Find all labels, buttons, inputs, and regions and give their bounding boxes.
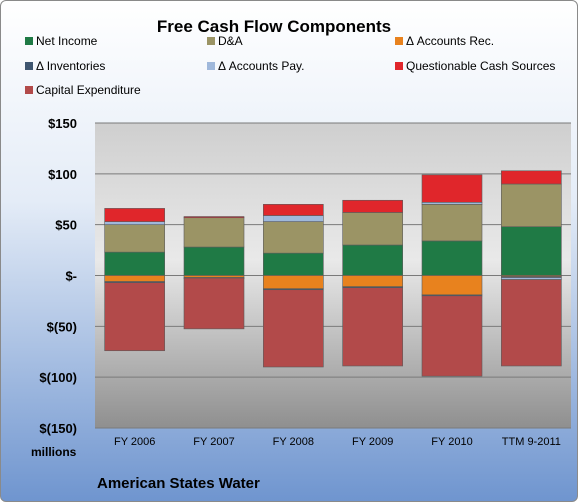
bar-capital-expenditure-fy-2010 [421,295,483,377]
bar-questionable-cash-sources-fy-2010 [421,174,483,203]
bar-questionable-cash-sources-ttm-9-2011 [501,170,562,185]
y-tick-label: $150 [48,116,77,131]
x-tick-label: FY 2010 [431,436,472,448]
x-tick-label: FY 2008 [273,436,314,448]
bar-delta-accounts-pay-fy-2006 [104,221,165,225]
bar-delta-accounts-pay-ttm-9-2011 [501,277,562,280]
bar-net-income-fy-2008 [263,252,324,276]
legend-label-d-a: D&A [218,34,243,48]
legend-label-delta-accounts-pay: Δ Accounts Pay. [218,59,305,73]
bar-d-a-ttm-9-2011 [501,183,562,228]
bar-delta-accounts-pay-fy-2008 [263,215,324,222]
bar-d-a-fy-2007 [183,217,245,248]
x-tick-label: TTM 9-2011 [502,436,561,448]
x-tick-label: FY 2007 [193,436,234,448]
bar-net-income-ttm-9-2011 [501,226,562,276]
y-tick-label: $50 [55,218,77,233]
chart-title: Free Cash Flow Components [157,17,391,36]
bar-capital-expenditure-fy-2007 [183,277,245,330]
x-axis: FY 2006 FY 2007 FY 2008 FY 2009 FY 2010 TTM 9… [114,436,561,448]
legend-label-capital-expenditure: Capital Expenditure [36,83,141,97]
legend-label-questionable-cash-sources: Questionable Cash Sources [406,59,555,73]
bar-stack-ttm-9-2011 [501,170,562,367]
bar-questionable-cash-sources-fy-2009 [342,199,403,213]
bar-capital-expenditure-ttm-9-2011 [501,279,562,367]
bar-questionable-cash-sources-fy-2006 [104,208,165,222]
bar-delta-accounts-rec-fy-2010 [421,275,483,296]
bar-stack-fy-2008 [263,204,324,368]
bar-d-a-fy-2010 [421,204,483,242]
bar-stack-fy-2007 [183,216,245,330]
unit-label: millions [31,445,77,459]
bar-net-income-fy-2010 [421,240,483,276]
y-tick-label: $(150) [39,421,77,436]
bar-stack-fy-2009 [342,199,403,367]
bar-net-income-fy-2007 [183,246,245,276]
legend-swatch-delta-accounts-rec [395,37,403,45]
y-tick-label: $100 [48,167,77,182]
bar-d-a-fy-2009 [342,212,403,246]
bar-questionable-cash-sources-fy-2008 [263,204,324,216]
bar-stack-fy-2006 [104,208,165,352]
legend-label-delta-inventories: Δ Inventories [36,59,105,73]
y-tick-label: $(100) [39,370,77,385]
bar-capital-expenditure-fy-2006 [104,282,165,352]
y-tick-label: $(50) [47,319,77,334]
bar-net-income-fy-2006 [104,251,165,276]
bar-questionable-cash-sources-fy-2007 [183,216,245,219]
bar-delta-accounts-pay-fy-2010 [421,202,483,205]
bar-stacks [104,170,562,377]
legend: Net Income D&A Δ Accounts Rec. Δ Inventorie… [25,34,555,97]
bar-d-a-fy-2006 [104,224,165,253]
legend-swatch-delta-inventories [25,62,33,70]
bar-capital-expenditure-fy-2009 [342,287,403,367]
legend-label-delta-accounts-rec: Δ Accounts Rec. [406,34,494,48]
bar-delta-accounts-rec-fy-2007 [183,275,245,278]
y-axis: $150 $100 $50 $- $(50) $(100) $(150) [39,116,77,436]
legend-swatch-delta-accounts-pay [207,62,215,70]
x-tick-label: FY 2006 [114,436,155,448]
y-tick-label: $- [65,269,77,284]
legend-swatch-d-a [207,37,215,45]
legend-swatch-questionable-cash-sources [395,62,403,70]
legend-label-net-income: Net Income [36,34,98,48]
bar-delta-accounts-rec-fy-2008 [263,275,324,290]
legend-swatch-net-income [25,37,33,45]
gridlines [95,122,571,429]
bar-d-a-fy-2008 [263,221,324,254]
bar-net-income-fy-2009 [342,244,403,276]
bar-capital-expenditure-fy-2008 [263,289,324,368]
company-name: American States Water [97,475,260,492]
x-tick-label: FY 2009 [352,436,393,448]
bar-stack-fy-2010 [421,174,483,377]
bar-delta-accounts-rec-fy-2009 [342,275,403,287]
bar-delta-accounts-rec-fy-2006 [104,275,165,282]
legend-swatch-capital-expenditure [25,86,33,94]
